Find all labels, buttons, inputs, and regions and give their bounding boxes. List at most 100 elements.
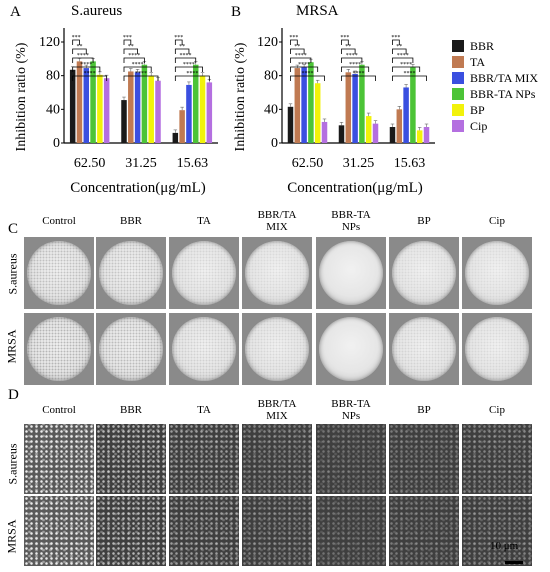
y-tick-labels-a: 0 40 80 120 [39,35,64,151]
bar-bbr-ta-nps [90,61,96,143]
petri-dish [245,241,309,305]
petri-dish [392,317,456,381]
bar-bbr-ta-mix [134,72,141,143]
petri-dish [27,317,91,381]
significance-bracket [174,48,190,54]
significance-stars: *** [123,35,132,41]
bar-bbr-ta-nps [359,64,365,143]
significance-bracket [123,48,138,54]
sem-image [316,424,386,494]
bar-bbr-ta-nps [308,62,314,144]
bar-ta [179,110,185,143]
significance-bracket [174,66,203,72]
significance-stars: **** [397,53,409,59]
significance-stars: *** [289,35,298,41]
bar-bbr-ta-mix [83,68,90,143]
agar-plate-photo [462,313,532,385]
bar-bbr [69,69,76,143]
panel-letter-a: A [10,4,21,20]
significance-stars: **** [186,71,198,77]
significance-bracket [174,39,183,45]
significance-stars: *** [340,35,349,41]
legend-swatch [452,72,464,84]
legend-label: BBR-TA NPs [470,86,536,101]
petri-dish [465,241,529,305]
column-label: BP [417,215,431,227]
petri-dish [319,317,383,381]
agar-plate-photo [24,313,94,385]
bar-ta [76,61,83,143]
significance-brackets-a: ****************************************… [72,35,210,81]
significance-stars: **** [349,62,361,68]
petri-dish [172,241,236,305]
bar-bbr-ta-mix [352,73,358,143]
legend-swatch [452,40,464,52]
agar-plate-photo [389,237,459,309]
legend-label: Cip [470,118,488,133]
column-label: BBR/TA MIX [257,209,297,233]
significance-bracket [341,39,349,45]
column-label: Cip [489,404,505,416]
bar-bbr [389,127,396,143]
significance-bracket [341,75,376,81]
sem-image [389,424,459,494]
x-tick-labels-b: 62.50 31.25 15.63 [292,156,426,171]
legend-item-mix: BBR/TA MIX [452,70,550,86]
sem-image [389,496,459,566]
significance-bracket [123,75,159,81]
panel-c-row-label-saureus: S.aureus [5,253,20,295]
x-tick-label: 31.25 [343,156,375,171]
bar-bp [97,74,103,143]
significance-stars: **** [183,62,195,68]
petri-dish [99,241,163,305]
petri-dish [392,241,456,305]
significance-bracket [72,57,94,63]
significance-stars: *** [174,35,183,41]
significance-stars: **** [135,71,147,77]
bar-bbr [121,100,127,143]
bar-bp [314,83,321,143]
significance-stars: ** [345,44,351,50]
petri-dish [172,317,236,381]
agar-plate-photo [316,313,386,385]
panel-c-row-label-mrsa: MRSA [4,329,19,364]
agar-plate-photo [169,313,239,385]
scale-bar [505,561,523,564]
bar-bbr-ta-nps [410,67,416,143]
x-axis-label-b: Concentration(μg/mL) [287,180,423,196]
y-tick-label: 40 [264,102,278,117]
bar-bp [148,75,154,143]
sem-image [169,424,239,494]
significance-stars: ** [76,44,82,50]
y-tick-label: 40 [46,102,60,117]
agar-plate-photo [316,237,386,309]
x-tick-label: 31.25 [125,156,157,171]
sem-image [462,496,532,566]
bar-bbr [287,106,294,143]
y-tick-label: 0 [271,136,278,151]
sem-image [96,424,166,494]
y-tick-label: 80 [264,69,278,84]
panel-d-row-label-mrsa: MRSA [4,519,19,554]
x-tick-labels-a: 62.50 31.25 15.63 [74,156,208,171]
significance-brackets-b: ****************************************… [289,35,427,81]
significance-bracket [392,75,427,81]
sem-image [24,424,94,494]
bar-bp [416,130,423,143]
significance-bracket [341,66,370,72]
sem-image [96,496,166,566]
significance-bracket [123,57,145,63]
panel-letter-d: D [8,387,19,403]
significance-bracket [341,48,356,54]
petri-dish [27,241,91,305]
sem-image [169,496,239,566]
column-label: Control [42,404,76,416]
significance-bracket [290,48,305,54]
y-tick-label: 80 [46,69,60,84]
bar-cip [321,121,328,143]
bar-bbr [338,125,345,143]
legend-label: BP [470,102,485,117]
significance-stars: **** [84,71,96,77]
